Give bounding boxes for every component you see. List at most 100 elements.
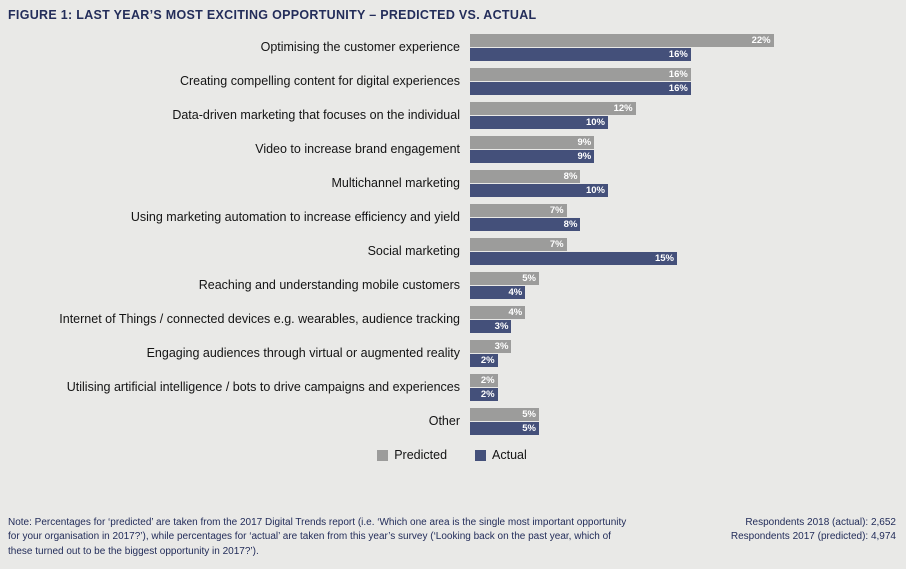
legend-item-predicted: Predicted [377, 448, 447, 462]
chart-row: Multichannel marketing 8% 10% [8, 170, 896, 197]
bar-predicted: 12% [470, 102, 636, 115]
bar-actual: 10% [470, 184, 608, 197]
bar-actual: 8% [470, 218, 581, 231]
chart-rows: Optimising the customer experience 22% 16%… [8, 34, 896, 435]
bar-pair: 5% 5% [470, 408, 539, 435]
bar-value-label: 22% [751, 35, 771, 46]
chart-row: Engaging audiences through virtual or au… [8, 340, 896, 367]
bar-value-label: 4% [508, 307, 523, 318]
bar-pair: 9% 9% [470, 136, 595, 163]
footnote: Note: Percentages for ‘predicted’ are ta… [8, 516, 627, 557]
category-label: Internet of Things / connected devices e… [59, 312, 460, 327]
bar-value-label: 16% [668, 49, 688, 60]
bar-value-label: 10% [585, 117, 605, 128]
bar-value-label: 5% [522, 423, 536, 434]
bar-actual: 10% [470, 116, 608, 129]
bar-predicted: 7% [470, 238, 567, 251]
bar-actual: 4% [470, 286, 526, 299]
category-label: Optimising the customer experience [260, 40, 460, 55]
bar-value-label: 16% [668, 83, 688, 94]
legend-item-actual: Actual [475, 448, 527, 462]
bar-value-label: 3% [494, 321, 509, 332]
bar-value-label: 16% [668, 69, 688, 80]
chart-row: Utilising artificial intelligence / bots… [8, 374, 896, 401]
legend-label-actual: Actual [492, 448, 527, 462]
bar-value-label: 8% [563, 219, 578, 230]
category-label: Data-driven marketing that focuses on th… [172, 108, 460, 123]
bar-value-label: 4% [508, 287, 523, 298]
bar-value-label: 9% [577, 151, 592, 162]
respondents-2018: Respondents 2018 (actual): 2,652 [745, 516, 896, 528]
bar-predicted: 5% [470, 408, 539, 421]
bar-pair: 16% 16% [470, 68, 691, 95]
actual-swatch-icon [475, 449, 487, 461]
bar-pair: 7% 8% [470, 204, 581, 231]
bar-pair: 5% 4% [470, 272, 539, 299]
chart-row: Other 5% 5% [8, 408, 896, 435]
bar-actual: 15% [470, 252, 677, 265]
bar-value-label: 8% [563, 171, 578, 182]
figure-title: FIGURE 1: LAST YEAR’S MOST EXCITING OPPO… [8, 8, 537, 22]
bar-value-label: 7% [549, 239, 564, 250]
bar-pair: 8% 10% [470, 170, 608, 197]
category-label: Video to increase brand engagement [255, 142, 460, 157]
bar-predicted: 8% [470, 170, 581, 183]
bar-predicted: 4% [470, 306, 526, 319]
bar-predicted: 16% [470, 68, 691, 81]
chart-row: Using marketing automation to increase e… [8, 204, 896, 231]
bar-actual: 5% [470, 422, 539, 435]
category-label: Creating compelling content for digital … [179, 74, 460, 89]
bar-value-label: 5% [522, 409, 536, 420]
category-label: Reaching and understanding mobile custom… [198, 278, 460, 293]
category-label: Social marketing [367, 244, 460, 259]
footer: Note: Percentages for ‘predicted’ are ta… [8, 516, 896, 560]
bar-predicted: 5% [470, 272, 539, 285]
bar-pair: 2% 2% [470, 374, 498, 401]
predicted-swatch-icon [377, 449, 389, 461]
bar-value-label: 2% [480, 389, 495, 400]
bar-actual: 16% [470, 48, 691, 61]
bar-value-label: 2% [480, 375, 495, 386]
bar-actual: 2% [470, 354, 498, 367]
bar-predicted: 22% [470, 34, 774, 47]
bar-actual: 2% [470, 388, 498, 401]
chart-row: Optimising the customer experience 22% 16% [8, 34, 896, 61]
chart-row: Video to increase brand engagement 9% 9% [8, 136, 896, 163]
bar-value-label: 3% [494, 341, 509, 352]
bar-pair: 7% 15% [470, 238, 677, 265]
respondents: Respondents 2018 (actual): 2,652 Respond… [731, 516, 896, 545]
bar-actual: 16% [470, 82, 691, 95]
bar-chart: Optimising the customer experience 22% 16%… [8, 30, 896, 462]
chart-row: Social marketing 7% 15% [8, 238, 896, 265]
bar-value-label: 5% [522, 273, 536, 284]
bar-value-label: 7% [549, 205, 564, 216]
bar-pair: 22% 16% [470, 34, 774, 61]
respondents-2017: Respondents 2017 (predicted): 4,974 [730, 531, 896, 542]
chart-row: Data-driven marketing that focuses on th… [8, 102, 896, 129]
bar-predicted: 7% [470, 204, 567, 217]
bar-predicted: 9% [470, 136, 595, 149]
bar-pair: 12% 10% [470, 102, 636, 129]
bar-value-label: 15% [654, 253, 674, 264]
bar-pair: 4% 3% [470, 306, 526, 333]
chart-legend: Predicted Actual [8, 448, 896, 462]
chart-row: Internet of Things / connected devices e… [8, 306, 896, 333]
chart-row: Reaching and understanding mobile custom… [8, 272, 896, 299]
category-label: Engaging audiences through virtual or au… [146, 346, 460, 361]
category-label: Other [428, 414, 460, 429]
category-label: Multichannel marketing [331, 176, 460, 191]
bar-predicted: 2% [470, 374, 498, 387]
chart-row: Creating compelling content for digital … [8, 68, 896, 95]
bar-predicted: 3% [470, 340, 512, 353]
legend-label-predicted: Predicted [394, 448, 448, 462]
bar-value-label: 10% [585, 185, 605, 196]
bar-actual: 9% [470, 150, 595, 163]
bar-value-label: 9% [577, 137, 592, 148]
bar-actual: 3% [470, 320, 512, 333]
category-label: Utilising artificial intelligence / bots… [66, 380, 460, 395]
bar-pair: 3% 2% [470, 340, 512, 367]
bar-value-label: 2% [480, 355, 495, 366]
category-label: Using marketing automation to increase e… [130, 210, 460, 225]
bar-value-label: 12% [613, 103, 633, 114]
